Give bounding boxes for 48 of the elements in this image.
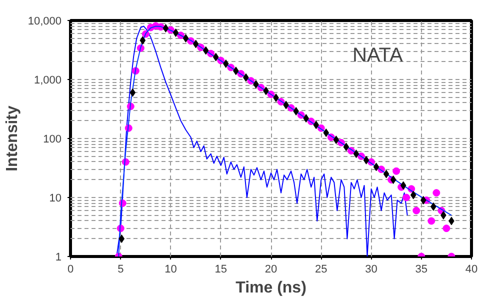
point	[353, 150, 360, 158]
y-tick-label: 10	[49, 192, 62, 204]
point	[390, 175, 396, 184]
point	[182, 34, 189, 43]
point	[432, 189, 440, 197]
point	[383, 170, 390, 178]
point	[402, 194, 410, 202]
point	[303, 114, 310, 123]
point	[323, 128, 330, 138]
point	[373, 162, 380, 172]
annotation: NATA	[352, 44, 404, 66]
x-tick-label: 35	[415, 264, 428, 276]
y-axis-title: Intensity	[4, 106, 21, 172]
y-tick-label: 1,000	[34, 74, 62, 86]
point	[172, 28, 179, 37]
x-tick-label: 0	[67, 264, 74, 276]
point	[140, 36, 146, 45]
point	[130, 88, 136, 97]
point	[410, 190, 416, 200]
y-tick-label: 100	[43, 134, 62, 146]
x-tick-label: 15	[214, 264, 228, 276]
y-tick-label: 10,000	[28, 16, 62, 28]
point	[162, 24, 169, 32]
point	[442, 224, 450, 232]
point	[430, 202, 436, 211]
point	[343, 142, 350, 152]
x-axis-title: Time (ns)	[236, 280, 306, 296]
point	[420, 196, 426, 204]
x-tick-label: 20	[264, 264, 278, 276]
point	[313, 120, 320, 130]
x-tick-label: 10	[164, 264, 177, 276]
x-tick-label: 30	[365, 264, 378, 276]
point	[192, 40, 199, 48]
x-tick-label: 25	[315, 264, 328, 276]
point	[118, 234, 125, 243]
point	[428, 217, 436, 225]
point	[212, 52, 219, 62]
point	[222, 59, 229, 68]
point	[392, 167, 400, 175]
x-tick-label: 5	[118, 264, 124, 276]
point	[363, 156, 370, 164]
y-tick-label: 1	[55, 252, 62, 264]
point	[232, 66, 239, 76]
point	[400, 181, 406, 190]
point	[202, 46, 209, 55]
x-tick-label: 40	[465, 264, 478, 276]
point	[412, 206, 420, 214]
point	[333, 136, 340, 144]
